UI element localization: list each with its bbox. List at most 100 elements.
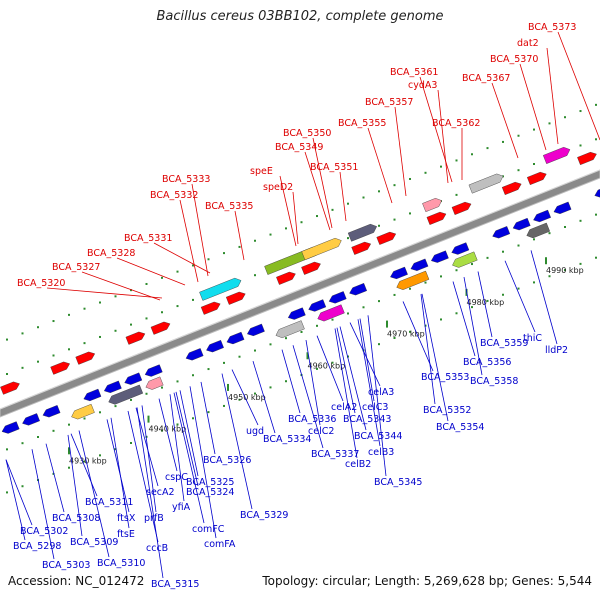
reverse-gene-label: BCA_5337 [311,449,359,460]
reverse-gene-label: BCA_5345 [374,477,422,488]
forward-gene-block [347,223,377,242]
reverse-label-leader [452,281,476,357]
forward-label-leader [279,175,297,247]
scale-dot [176,270,179,273]
forward-label-leader [394,106,407,197]
reverse-gene-label: celB3 [368,447,394,458]
scale-dot [130,289,132,292]
scale-dot [393,293,396,296]
scale-dot [99,335,101,338]
forward-label-leader [339,171,347,222]
scale-dot [424,171,427,174]
scale-dot [502,250,504,253]
reverse-gene-label: celC3 [362,402,388,413]
reverse-label-leader [231,369,259,426]
reverse-gene-block [452,251,478,268]
scale-dot [471,306,473,309]
scale-dot [409,287,411,290]
scale-dot [192,298,194,301]
forward-gene-label: BCA_5361 [390,67,438,78]
scale-dot [455,269,458,272]
scale-dot [486,256,489,259]
reverse-label-leader [189,386,217,539]
forward-label-leader [191,183,209,277]
forward-gene-label: BCA_5333 [162,174,210,185]
scale-dot [254,392,256,395]
forward-gene-block [468,173,504,194]
reverse-label-leader [367,315,387,477]
scale-dot [378,343,380,346]
reverse-gene-arrow [533,209,551,223]
reverse-gene-arrow [22,413,40,426]
scale-dot [347,355,349,358]
scale-dot [68,423,70,426]
reverse-label-leader [252,361,276,434]
reverse-gene-arrow [512,217,531,231]
scale-dot [378,224,380,227]
reverse-label-leader [334,328,358,459]
scale-dot [331,361,334,364]
scale-dot [176,305,179,308]
reverse-gene-label: BCA_5303 [42,560,90,571]
scale-dot [145,282,148,285]
reverse-gene-block [71,403,95,420]
scale-dot [564,116,566,119]
reverse-label-leader [179,390,199,477]
reverse-label-leader [336,327,356,414]
scale-dot [595,138,597,141]
reverse-gene-arrow [287,307,306,320]
kbp-label: 4970 kbp [387,330,425,339]
forward-gene-arrow [526,171,547,186]
scale-dot [223,252,225,255]
scale-dot [316,215,318,218]
scale-dot [409,212,411,215]
reverse-gene-label: BCA_5326 [203,455,251,466]
scale-dot [440,275,442,278]
reverse-gene-label: BCA_5315 [151,579,199,590]
forward-gene-label: BCA_5328 [87,248,135,259]
scale-dot [424,324,427,327]
scale-dot [316,367,318,370]
forward-label-leader [519,63,547,151]
reverse-gene-label: comFA [204,539,236,550]
scale-dot [99,411,101,414]
scale-dot [564,269,566,272]
scale-dot [595,213,597,216]
scale-dot [424,281,427,284]
forward-label-leader [557,31,600,141]
genome-title: Bacillus cereus 03BB102, complete genome [156,9,444,24]
forward-gene-arrow [276,271,296,285]
scale-dot [21,366,24,369]
forward-gene-arrow [426,211,447,225]
scale-dot [83,417,86,420]
reverse-gene-label: celA3 [368,387,394,398]
scale-dot [192,374,194,377]
reverse-gene-label: BCA_5334 [263,434,311,445]
scale-dot [393,184,396,187]
reverse-label-leader [173,392,205,524]
forward-label-leader [234,210,245,261]
topology-summary: Topology: circular; Length: 5,269,628 bp… [262,574,592,588]
forward-gene-label: BCA_5357 [365,97,413,108]
forward-gene-label: dat2 [517,38,539,49]
reverse-label-leader [359,318,375,402]
scale-dot [161,429,163,432]
forward-label-leader [437,89,449,184]
scale-dot [6,491,8,494]
scale-dot [192,264,194,267]
scale-dot [130,441,132,444]
scale-dot [207,411,210,414]
scale-dot [347,202,349,205]
reverse-gene-label: BCA_5359 [480,338,528,349]
forward-gene-arrow [351,241,372,255]
scale-dot [68,313,70,316]
scale-dot [269,233,272,236]
reverse-gene-label: yfiA [172,502,191,513]
reverse-gene-label: celA2 [331,402,357,413]
reverse-gene-label: ugd [246,426,264,437]
reverse-gene-arrow [410,258,429,271]
scale-dot [300,221,303,224]
reverse-gene-arrow [349,283,368,296]
forward-gene-block [199,277,242,301]
reverse-gene-arrow [83,388,102,402]
